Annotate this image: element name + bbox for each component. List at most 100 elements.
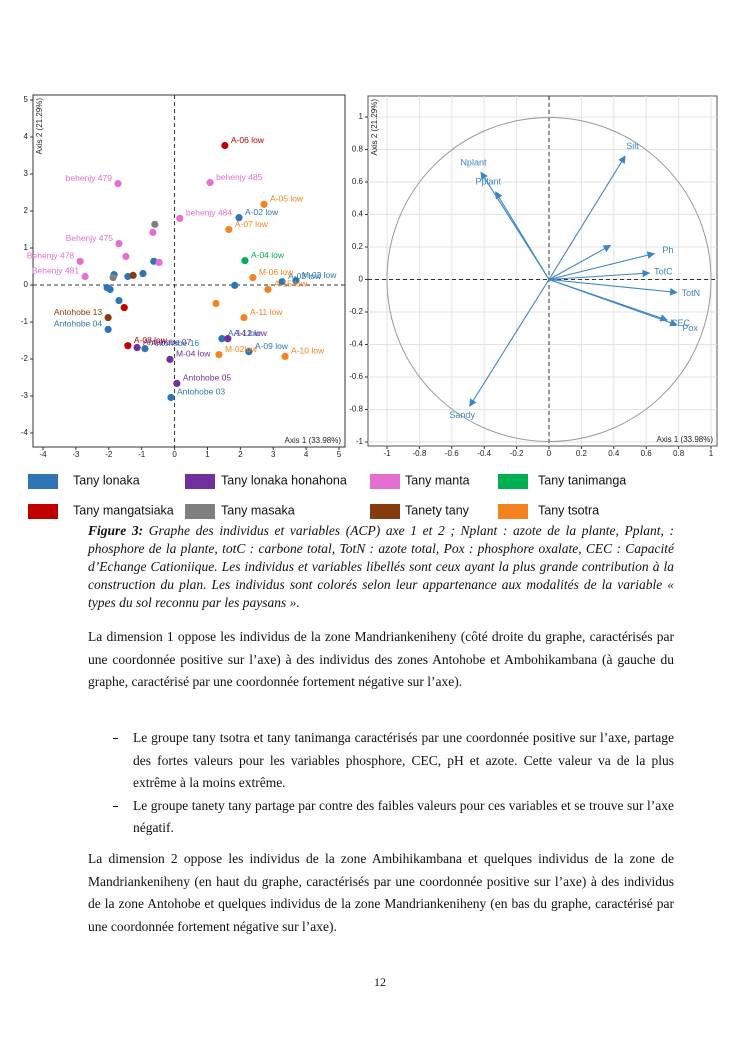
x-tick-label: 0.2	[576, 449, 588, 458]
y-tick-label: 0.6	[352, 177, 364, 186]
point	[292, 276, 300, 285]
point	[106, 285, 114, 294]
variable-label: Nplant	[460, 157, 487, 167]
variable-arrow	[548, 278, 678, 296]
x-tick-label: 3	[271, 450, 276, 459]
point-label: Antohobe 07	[143, 337, 191, 347]
variable-label: Pplant	[475, 177, 501, 187]
point-label: A-05 low	[270, 194, 304, 204]
y-tick-label: -2	[21, 354, 29, 363]
paragraph: La dimension 1 oppose les individus de l…	[88, 629, 674, 689]
legend-swatch	[370, 504, 400, 519]
x-tick-label: 5	[337, 450, 342, 459]
point-label: M-03 low	[302, 270, 337, 280]
variable-arrow	[495, 191, 550, 280]
point	[81, 272, 89, 281]
legend-swatch	[498, 504, 528, 519]
point	[231, 281, 239, 289]
point	[264, 285, 272, 294]
paragraph: La dimension 2 oppose les individus de l…	[88, 851, 674, 934]
point	[124, 342, 132, 350]
x-tick-label: 1	[709, 449, 714, 458]
point-label: A-11 low	[250, 307, 283, 317]
point-label: Behenjy 478	[27, 251, 75, 261]
x-tick-label: -0.6	[445, 449, 459, 458]
x-tick-label: 4	[304, 450, 309, 459]
y-tick-label: -1	[21, 317, 29, 326]
variable-arrow	[548, 278, 668, 322]
point-label: Antohobe 05	[183, 373, 231, 383]
legend-label: Tany mangatsiaka	[73, 503, 174, 517]
point	[278, 278, 286, 286]
legend-label: Tany manta	[405, 473, 470, 487]
variable-label: Pox	[682, 323, 698, 333]
point-label: A-02 low	[245, 207, 279, 217]
plot-frame	[367, 95, 718, 447]
legend-swatch	[28, 504, 58, 519]
x-tick-label: -3	[72, 450, 80, 459]
legend-swatch	[370, 474, 400, 489]
variable-arrow	[548, 251, 656, 281]
y-tick-label: -0.8	[349, 405, 363, 414]
point-label: A-10 low	[291, 346, 325, 356]
y-tick-label: -4	[21, 428, 29, 437]
legend-swatch	[28, 474, 58, 489]
bullet: Le groupe tanety tany partage par contre…	[113, 795, 674, 840]
y-tick-label: -1	[356, 437, 364, 446]
point-label: behenjy 479	[66, 173, 113, 183]
point	[129, 271, 137, 279]
caption-label: Figure 3:	[88, 523, 144, 538]
x-axis-title: Axis 1 (33.98%)	[657, 435, 714, 444]
variable-label: Ph	[662, 245, 673, 255]
point-label: M-06 low	[259, 267, 294, 277]
bullet-list: Le groupe tany tsotra et tany tanimanga …	[113, 727, 674, 840]
point	[167, 393, 175, 402]
caption-text: Graphe des individus et variables (ACP) …	[88, 523, 674, 610]
y-axis-title: Axis 2 (21.29%)	[35, 98, 44, 155]
y-tick-label: 1	[359, 112, 364, 121]
point	[235, 214, 243, 222]
bullet-text: Le groupe tany tsotra et tany tanimanga …	[133, 730, 674, 790]
variable-label: Silt	[626, 141, 639, 151]
point-label: Antohobe 03	[177, 387, 225, 397]
legend-label: Tany tanimanga	[538, 473, 626, 487]
variable-label: Sandy	[449, 410, 475, 420]
point	[212, 299, 220, 308]
page-number: 12	[374, 975, 386, 989]
x-tick-label: 0.8	[673, 449, 685, 458]
point	[149, 228, 157, 237]
point-label: M-02low	[225, 344, 258, 354]
point	[141, 345, 149, 353]
point	[76, 257, 84, 265]
point-label: Antohobe 04	[54, 319, 102, 329]
x-tick-label: 2	[238, 450, 243, 459]
plot-frame	[32, 94, 346, 448]
point-label: Antohobe 13	[54, 307, 102, 317]
x-tick-label: -4	[39, 450, 47, 459]
point	[139, 269, 147, 278]
bullet-text: Le groupe tanety tany partage par contre…	[133, 797, 674, 836]
y-tick-label: -0.4	[349, 340, 363, 349]
x-tick-label: 0	[172, 450, 177, 459]
y-tick-label: -0.2	[349, 307, 363, 316]
y-tick-label: 0	[24, 280, 29, 289]
y-tick-label: 1	[24, 243, 29, 252]
point	[249, 274, 257, 282]
point-label: Behenjy 475	[66, 233, 114, 243]
point-label: M-04 low	[176, 349, 211, 359]
y-tick-label: 2	[24, 206, 29, 215]
x-tick-label: -1	[383, 449, 391, 458]
point	[120, 303, 128, 312]
bullet: Le groupe tany tsotra et tany tanimanga …	[113, 727, 674, 795]
variable-arrow	[548, 155, 626, 280]
legend-label: Tany lonaka	[73, 473, 140, 487]
variable-arrow	[548, 269, 651, 281]
x-tick-label: 1	[205, 450, 210, 459]
point	[206, 178, 214, 187]
y-tick-label: 4	[24, 132, 29, 141]
x-tick-label: -2	[105, 450, 113, 459]
x-tick-label: -0.2	[510, 449, 524, 458]
x-tick-label: -0.8	[413, 449, 427, 458]
y-tick-label: 0.2	[352, 242, 364, 251]
